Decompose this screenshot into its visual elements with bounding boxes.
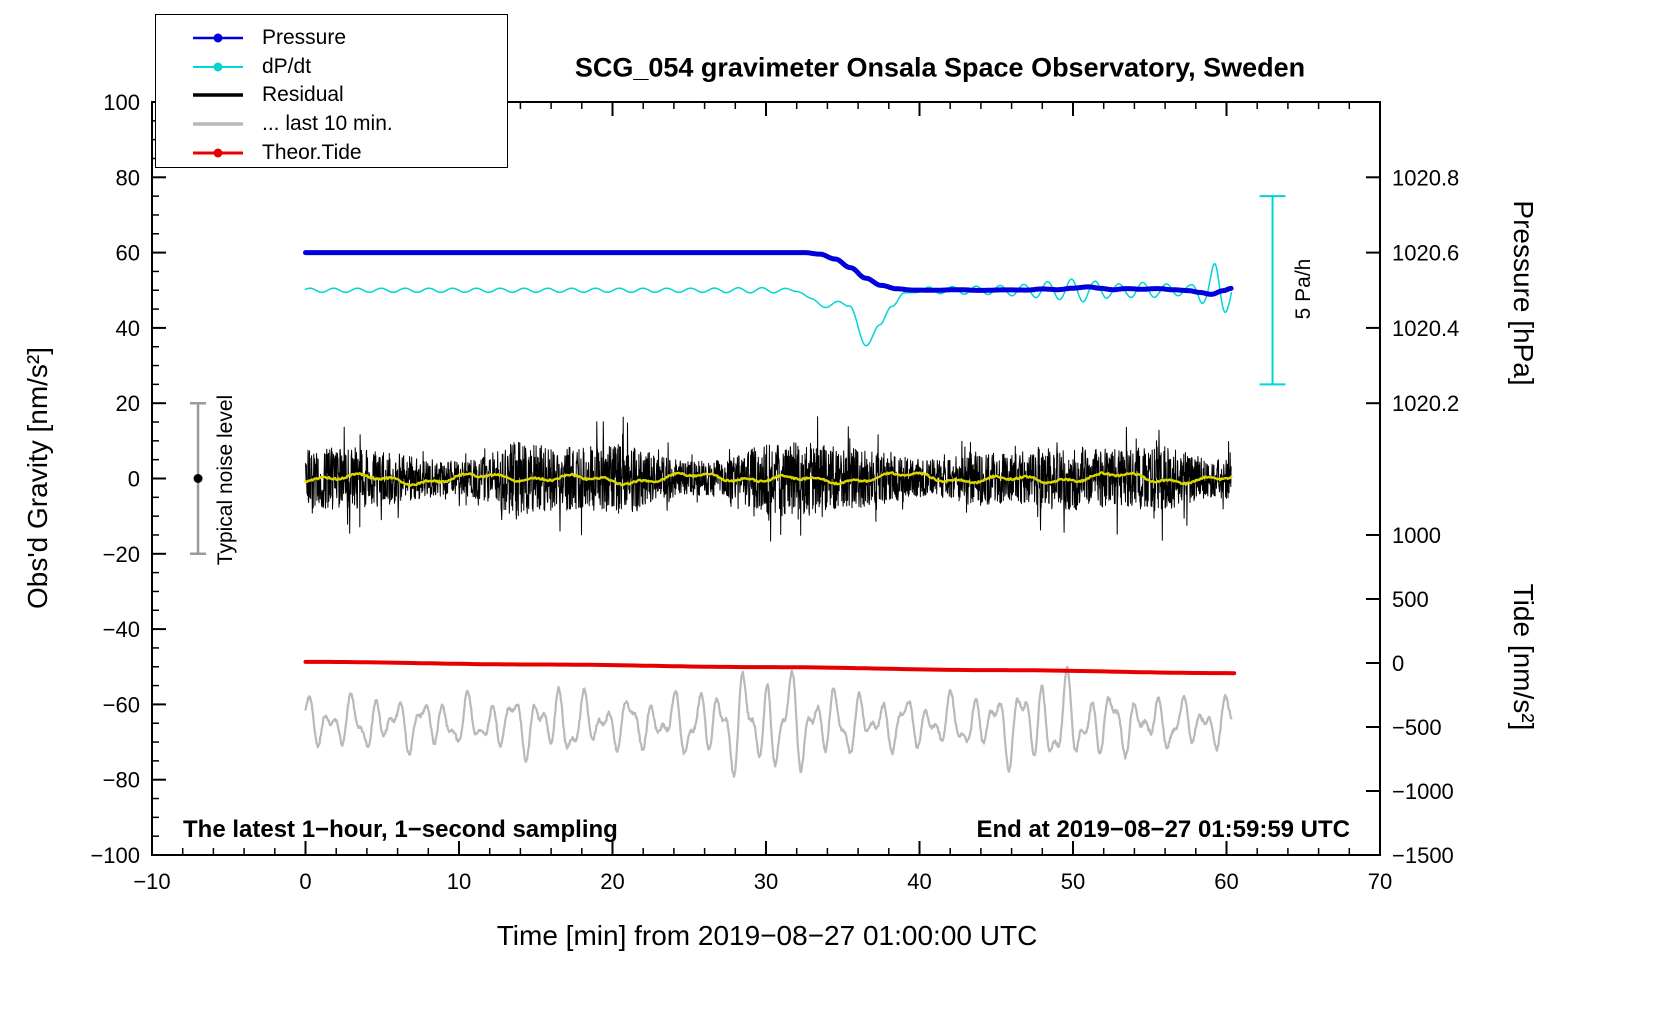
y-tick-label: 40 — [116, 316, 140, 341]
x-tick-label: 30 — [754, 869, 778, 894]
y-tick-label: −40 — [103, 617, 140, 642]
pressure-tick-label: 1020.6 — [1392, 241, 1459, 266]
series-last10min — [304, 665, 1233, 778]
series-theor-tide — [303, 659, 1237, 676]
series-dpdt — [304, 262, 1233, 347]
y-axis-label-pressure: Pressure [hPa] — [1508, 200, 1539, 386]
x-tick-label: 0 — [299, 869, 311, 894]
tide-tick-label: 500 — [1392, 587, 1429, 612]
legend-item: Pressure — [192, 24, 507, 53]
x-tick-label: 40 — [907, 869, 931, 894]
legend: Pressure dP/dt Residual ... last 10 min. The… — [155, 14, 508, 168]
axis-ticks: −10 0 10 20 30 40 50 60 70100806040200−20−40−60−… — [90, 90, 1459, 894]
x-tick-label: 70 — [1368, 869, 1392, 894]
series-layer — [303, 250, 1237, 778]
noise-level-label: Typical noise level — [214, 394, 237, 566]
legend-item: Theor.Tide — [192, 138, 507, 167]
x-tick-label: 20 — [600, 869, 624, 894]
end-time-annotation: End at 2019−08−27 01:59:59 UTC — [976, 816, 1350, 843]
legend-swatch — [193, 93, 243, 98]
x-tick-label: 60 — [1214, 869, 1238, 894]
y-tick-label: 0 — [128, 467, 140, 492]
legend-swatch — [193, 148, 243, 158]
x-tick-label: −10 — [133, 869, 170, 894]
legend-item: Residual — [192, 81, 507, 110]
tide-tick-label: 0 — [1392, 651, 1404, 676]
legend-swatch — [193, 122, 243, 126]
tide-tick-label: −1000 — [1392, 779, 1454, 804]
pressure-tick-label: 1020.2 — [1392, 391, 1459, 416]
noise-level-dot — [193, 474, 203, 483]
tide-tick-label: −1500 — [1392, 843, 1454, 868]
series-pressure — [303, 250, 1234, 297]
pressure-scale-bar — [1259, 195, 1286, 386]
legend-swatch — [193, 62, 243, 72]
chart-title: SCG_054 gravimeter Onsala Space Observat… — [574, 52, 1306, 83]
x-tick-label: 50 — [1061, 869, 1085, 894]
legend-item-label: Pressure — [262, 26, 347, 50]
legend-item-label: Theor.Tide — [262, 140, 362, 164]
pressure-tick-label: 1020.4 — [1392, 316, 1459, 341]
y-tick-label: 20 — [116, 391, 140, 416]
y-axis-label-tide: Tide [nm/s²] — [1508, 583, 1539, 731]
pressure-tick-label: 1020.8 — [1392, 165, 1459, 190]
sampling-annotation: The latest 1−hour, 1−second sampling — [183, 816, 618, 843]
y-tick-label: 100 — [103, 90, 140, 115]
tide-tick-label: 1000 — [1392, 523, 1441, 548]
legend-item: dP/dt — [192, 53, 507, 82]
tide-tick-label: −500 — [1392, 715, 1442, 740]
legend-swatch — [193, 33, 243, 43]
noise-level-bar — [190, 401, 207, 556]
legend-item: ... last 10 min. — [192, 110, 507, 139]
legend-item-label: ... last 10 min. — [262, 112, 393, 136]
legend-item-label: Residual — [262, 83, 344, 107]
series-residual — [305, 416, 1232, 542]
y-tick-label: −60 — [103, 692, 140, 717]
y-tick-label: −80 — [103, 768, 140, 793]
y-tick-label: −100 — [90, 843, 140, 868]
series-residual-mean — [304, 471, 1233, 487]
y-tick-label: 80 — [116, 165, 140, 190]
y-axis-label-gravity: Obs'd Gravity [nm/s²] — [22, 346, 53, 610]
legend-item-label: dP/dt — [262, 54, 312, 78]
x-tick-label: 10 — [447, 869, 471, 894]
x-axis-label: Time [min] from 2019−08−27 01:00:00 UTC — [496, 920, 1038, 951]
pressure-scale-label: 5 Pa/h — [1292, 258, 1315, 320]
y-tick-label: −20 — [103, 542, 140, 567]
y-tick-label: 60 — [116, 241, 140, 266]
